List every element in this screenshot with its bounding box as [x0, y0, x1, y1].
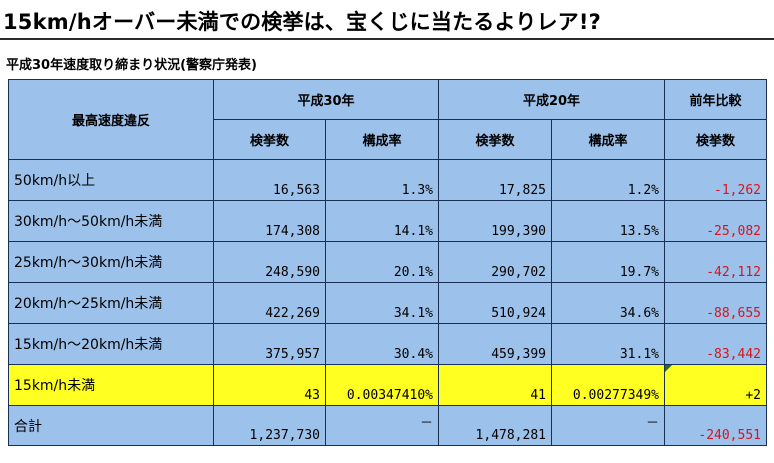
- highlighted-row: 15km/h未満 43 0.00347410% 41 0.00277349% +…: [8, 364, 767, 406]
- diff-cell: +2: [664, 364, 767, 406]
- total-row: 合計 1,237,730 － 1,478,281 － -240,551: [8, 405, 767, 446]
- h20-ratio-cell: 19.7%: [551, 241, 665, 283]
- h20-ratio-header: 構成率: [551, 119, 665, 160]
- row-label: 25km/h～30km/h未満: [8, 241, 214, 283]
- table-row: 25km/h～30km/h未満 248,590 20.1% 290,702 19…: [8, 241, 767, 283]
- h20-group-header: 平成20年: [438, 79, 665, 120]
- h30-count-cell: 16,563: [213, 159, 326, 201]
- diff-cell: -1,262: [664, 159, 767, 201]
- diff-cell: -88,655: [664, 282, 767, 324]
- article-headline: 15km/hオーバー未満での検挙は、宝くじに当たるよりレア!?: [3, 10, 602, 34]
- h20-count-header: 検挙数: [438, 119, 552, 160]
- table-row: 20km/h～25km/h未満 422,269 34.1% 510,924 34…: [8, 282, 767, 324]
- h20-count-cell: 41: [438, 364, 552, 406]
- h20-count-cell: 290,702: [438, 241, 552, 283]
- h30-count-cell: 422,269: [213, 282, 326, 324]
- speed-enforcement-table: 最高速度違反 平成30年 平成20年 前年比較 検挙数 構成率 検挙数 構成率 …: [8, 79, 767, 446]
- diff-cell: -42,112: [664, 241, 767, 283]
- table-row: 15km/h～20km/h未満 375,957 30.4% 459,399 31…: [8, 323, 767, 365]
- h30-count-header: 検挙数: [213, 119, 326, 160]
- row-label: 50km/h以上: [8, 159, 214, 201]
- h20-ratio-cell: 0.00277349%: [551, 364, 665, 406]
- table-caption: 平成30年速度取り締まり状況(警察庁発表): [6, 58, 257, 73]
- row-label: 20km/h～25km/h未満: [8, 282, 214, 324]
- diff-cell: -25,082: [664, 200, 767, 242]
- h20-count-cell: 459,399: [438, 323, 552, 365]
- row-label: 15km/h～20km/h未満: [8, 323, 214, 365]
- h30-ratio-header: 構成率: [325, 119, 439, 160]
- headline-divider: [0, 38, 774, 40]
- h30-count-cell: 43: [213, 364, 326, 406]
- h20-count-cell: 1,478,281: [438, 405, 552, 446]
- comparison-count-header: 検挙数: [664, 119, 767, 160]
- h30-count-cell: 1,237,730: [213, 405, 326, 446]
- table-row: 50km/h以上 16,563 1.3% 17,825 1.2% -1,262: [8, 159, 767, 201]
- h30-ratio-cell: 14.1%: [325, 200, 439, 242]
- h30-count-cell: 174,308: [213, 200, 326, 242]
- h30-ratio-cell: 0.00347410%: [325, 364, 439, 406]
- h20-count-cell: 510,924: [438, 282, 552, 324]
- diff-cell: -83,442: [664, 323, 767, 365]
- h30-count-cell: 375,957: [213, 323, 326, 365]
- row-label: 30km/h～50km/h未満: [8, 200, 214, 242]
- violation-column-header: 最高速度違反: [8, 79, 214, 160]
- h30-count-cell: 248,590: [213, 241, 326, 283]
- h20-ratio-cell: 13.5%: [551, 200, 665, 242]
- table-row: 30km/h～50km/h未満 174,308 14.1% 199,390 13…: [8, 200, 767, 242]
- row-label: 合計: [8, 405, 214, 446]
- h20-ratio-cell: 34.6%: [551, 282, 665, 324]
- h20-count-cell: 199,390: [438, 200, 552, 242]
- row-label: 15km/h未満: [8, 364, 214, 406]
- h30-ratio-cell: 30.4%: [325, 323, 439, 365]
- comparison-group-header: 前年比較: [664, 79, 767, 120]
- h20-count-cell: 17,825: [438, 159, 552, 201]
- h20-ratio-cell: －: [551, 405, 665, 446]
- diff-cell: -240,551: [664, 405, 767, 446]
- h30-ratio-cell: 20.1%: [325, 241, 439, 283]
- h20-ratio-cell: 1.2%: [551, 159, 665, 201]
- h30-ratio-cell: 1.3%: [325, 159, 439, 201]
- h30-group-header: 平成30年: [213, 79, 439, 120]
- h20-ratio-cell: 31.1%: [551, 323, 665, 365]
- h30-ratio-cell: －: [325, 405, 439, 446]
- h30-ratio-cell: 34.1%: [325, 282, 439, 324]
